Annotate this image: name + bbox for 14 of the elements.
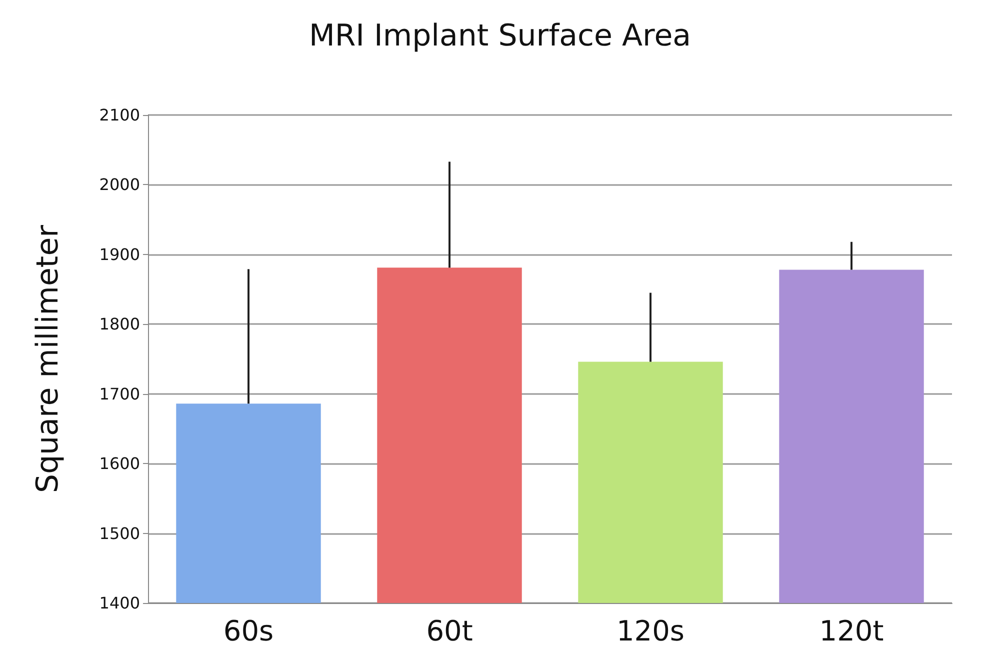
y-tick-label: 2000: [99, 175, 140, 194]
x-tick-label: 120t: [819, 614, 884, 648]
y-axis-title: Square millimeter: [30, 224, 66, 493]
y-tick-label: 1900: [99, 244, 140, 264]
x-tick-label: 120s: [616, 614, 685, 648]
y-tick-label: 1500: [99, 524, 140, 543]
y-tick-label: 1800: [99, 314, 140, 334]
x-tick-label: 60s: [223, 614, 274, 648]
y-tick-label: 1700: [99, 384, 140, 404]
y-tick-label: 1600: [99, 454, 140, 474]
x-tick-label: 60t: [426, 614, 473, 648]
y-tick-label: 1400: [99, 594, 140, 612]
y-tick-label: 2100: [99, 106, 140, 124]
chart-title: MRI Implant Surface Area: [308, 18, 692, 54]
